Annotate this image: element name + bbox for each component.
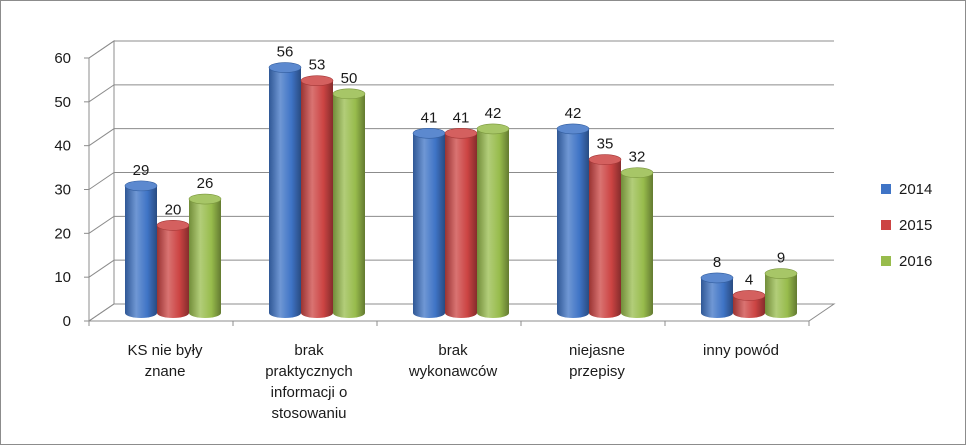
y-tick-label: 50 [54,94,71,111]
y-tick-label: 0 [63,313,71,330]
gridline [88,84,834,103]
bar-2015-2 [444,127,478,318]
y-tick-label: 60 [54,50,71,67]
legend-swatch [881,220,891,230]
bar-body [477,128,509,318]
legend-label: 2016 [899,253,932,270]
bar-body [269,67,301,319]
data-label: 41 [453,109,470,126]
x-tick-label: inny powód [703,342,779,359]
legend-label: 2015 [899,217,932,234]
data-label: 20 [165,201,182,218]
y-tick-label: 20 [54,225,71,242]
gridline [88,40,834,59]
data-label: 53 [309,57,326,74]
data-label: 35 [597,136,614,153]
bar-2015-3 [588,154,622,318]
bar-top [188,193,222,205]
bar-top [764,268,798,279]
bar-top [556,123,590,135]
data-label: 41 [421,109,438,126]
bar-body [701,277,733,318]
bar-2014-3 [556,123,590,318]
bar-body [557,128,589,318]
bar-body [621,172,653,318]
bar-top [300,75,334,86]
data-label: 56 [277,44,294,61]
bar-top [620,167,654,179]
bar-top [732,290,766,301]
bar-top [444,127,478,139]
bar-body [765,273,797,318]
gridline [88,128,834,147]
bar-2016-2 [476,123,510,318]
bar-body [413,133,445,318]
y-tick-label: 10 [54,269,71,286]
data-label: 42 [485,105,502,122]
x-tick-label: brak wykonawców [408,342,498,380]
x-tick-label: KS nie były znane [127,342,203,380]
bar-2015-1 [300,75,334,318]
bar-2014-4 [700,272,734,318]
bar-top [476,123,510,135]
y-tick-label: 30 [54,182,71,199]
legend-label: 2014 [899,181,932,198]
bar-body [125,185,157,318]
data-label: 26 [197,175,214,192]
bar-body [189,199,221,318]
bar-body [301,80,333,318]
legend-swatch [881,184,891,194]
data-label: 29 [133,162,150,179]
y-tick-label: 40 [54,138,71,155]
bar-top [412,127,446,139]
bar-2014-1 [268,62,302,319]
bar-top [332,88,366,100]
data-label: 42 [565,105,582,122]
x-tick-label: brak praktycznych informacji o stosowaniu [265,342,353,422]
bar-body [333,93,365,318]
bar-2014-0 [124,180,158,318]
data-label: 9 [777,250,785,267]
bar-top [268,62,302,73]
data-label: 4 [745,271,753,288]
bar-2015-0 [156,220,190,318]
legend-swatch [881,256,891,266]
bar-body [445,133,477,318]
bar-body [733,295,765,318]
bar-body [157,225,189,318]
bar-2014-2 [412,127,446,318]
bar-2016-3 [620,167,654,318]
bar-top [588,154,622,165]
data-label: 50 [341,70,358,87]
data-label: 8 [713,254,721,271]
bar-2016-4 [764,268,798,318]
bar-body [589,159,621,318]
bar-2016-0 [188,193,222,318]
bar-top [124,180,158,192]
bar-top [156,220,190,231]
bar-top [700,272,734,284]
bar-2016-1 [332,88,366,318]
x-tick-label: niejasne przepisy [569,342,625,380]
bar-2015-4 [732,290,766,318]
data-label: 32 [629,149,646,166]
